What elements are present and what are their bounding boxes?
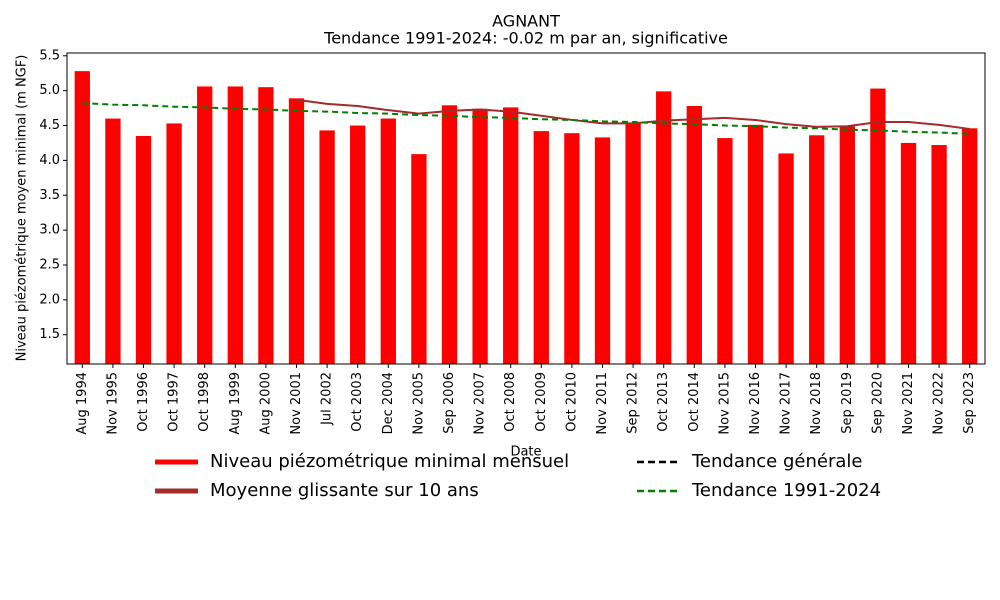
bar xyxy=(258,87,274,364)
x-tick-label: Oct 1996 xyxy=(136,372,151,432)
x-tick-label: Nov 2007 xyxy=(473,372,488,435)
x-tick-label: Oct 1997 xyxy=(167,372,182,432)
bar xyxy=(900,142,917,364)
x-tick-label: Sep 2006 xyxy=(442,372,457,434)
y-axis-label: Niveau piézométrique moyen minimal (m NG… xyxy=(15,55,30,362)
chart-subtitle: Tendance 1991-2024: -0.02 m par an, sign… xyxy=(323,29,728,48)
y-tick-label: 3.5 xyxy=(39,188,60,203)
x-tick-label: Oct 2013 xyxy=(656,372,671,432)
bar xyxy=(656,91,672,364)
x-tick-label: Oct 2014 xyxy=(687,372,702,432)
bar xyxy=(747,124,764,364)
bar xyxy=(717,138,733,364)
bar xyxy=(197,86,213,364)
bar xyxy=(380,118,396,364)
y-tick-label: 5.5 xyxy=(39,48,60,63)
x-tick-label: Nov 2001 xyxy=(289,372,304,435)
bar xyxy=(288,98,305,364)
legend-label: Tendance 1991-2024 xyxy=(691,480,881,501)
bar xyxy=(319,130,335,364)
y-tick-label: 2.0 xyxy=(39,292,60,307)
bar xyxy=(931,145,947,364)
bar xyxy=(105,118,121,364)
x-tick-label: Nov 2011 xyxy=(595,372,610,435)
legend-label: Niveau piézométrique minimal mensuel xyxy=(210,451,569,472)
bar xyxy=(533,131,549,364)
bar xyxy=(839,126,855,364)
bar xyxy=(166,123,182,364)
x-tick-label: Sep 2012 xyxy=(626,372,641,434)
line xyxy=(82,102,970,135)
y-tick-label: 4.0 xyxy=(39,153,60,168)
x-tick-label: Aug 2000 xyxy=(258,372,273,435)
bar xyxy=(227,86,243,364)
x-tick-label: Nov 2022 xyxy=(932,372,947,435)
bar xyxy=(686,105,702,364)
bar xyxy=(135,135,152,364)
x-tick-label: Nov 2016 xyxy=(748,372,763,435)
bar xyxy=(778,153,794,364)
legend-label: Moyenne glissante sur 10 ans xyxy=(210,480,479,501)
plot-frame xyxy=(66,52,986,365)
x-tick-label: Aug 1994 xyxy=(75,372,90,435)
x-tick-label: Sep 2023 xyxy=(962,372,977,434)
bar xyxy=(441,105,458,364)
bar xyxy=(962,128,978,364)
x-tick-label: Nov 2017 xyxy=(779,372,794,435)
line xyxy=(296,98,970,130)
x-tick-label: Dec 2004 xyxy=(381,372,396,434)
bar xyxy=(350,125,366,364)
x-tick-label: Oct 2009 xyxy=(534,372,549,432)
y-tick-label: 3.0 xyxy=(39,223,60,238)
y-tick-label: 4.5 xyxy=(39,118,60,133)
bar xyxy=(809,135,825,364)
bar xyxy=(74,71,90,364)
x-tick-label: Nov 1995 xyxy=(105,372,120,435)
x-tick-label: Nov 2021 xyxy=(901,372,916,435)
x-tick-label: Sep 2019 xyxy=(840,372,855,434)
bar xyxy=(472,108,488,364)
bar xyxy=(503,107,519,364)
bar xyxy=(411,154,427,364)
bar xyxy=(594,137,611,364)
bar xyxy=(870,88,886,364)
x-tick-label: Oct 2003 xyxy=(350,372,365,432)
legend-label: Tendance générale xyxy=(691,451,862,472)
x-tick-label: Oct 1998 xyxy=(197,372,212,432)
x-tick-label: Jul 2002 xyxy=(320,372,335,426)
chart-title: AGNANT xyxy=(492,12,560,31)
x-tick-label: Aug 1999 xyxy=(228,372,243,435)
bar xyxy=(625,123,641,364)
x-tick-label: Oct 2008 xyxy=(503,372,518,432)
bar xyxy=(564,133,580,364)
x-tick-label: Oct 2010 xyxy=(564,372,579,432)
x-tick-label: Nov 2005 xyxy=(411,372,426,435)
x-axis-label: Date xyxy=(510,445,541,460)
x-tick-label: Sep 2020 xyxy=(870,372,885,434)
y-tick-label: 5.0 xyxy=(39,83,60,98)
y-tick-label: 1.5 xyxy=(39,327,60,342)
y-tick-label: 2.5 xyxy=(39,257,60,272)
x-tick-label: Nov 2018 xyxy=(809,372,824,435)
x-tick-label: Nov 2015 xyxy=(717,372,732,435)
